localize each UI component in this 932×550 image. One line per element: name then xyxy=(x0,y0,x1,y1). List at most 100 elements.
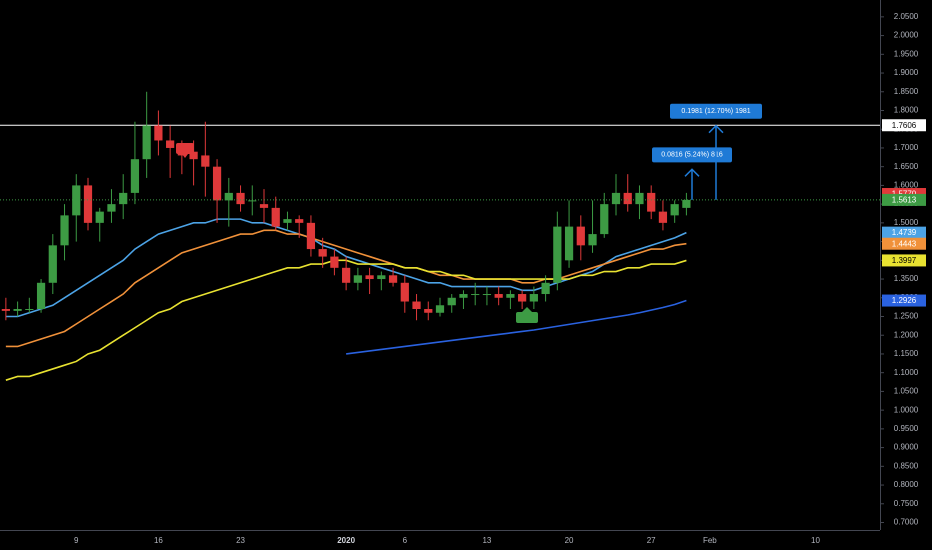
price-tag xyxy=(882,237,926,250)
x-tick-label: 27 xyxy=(647,536,656,545)
candle-body xyxy=(658,211,668,223)
measure-label: 0.1981 (12.70%) 1981 xyxy=(681,108,750,115)
y-tick-label: 0.9500 xyxy=(894,424,919,433)
y-tick-label: 1.5000 xyxy=(894,218,919,227)
x-tick-label: Feb xyxy=(703,536,717,545)
candle-body xyxy=(412,301,421,310)
measure-box xyxy=(652,147,732,163)
price-tag xyxy=(882,119,926,132)
y-tick-label: 0.8000 xyxy=(894,480,919,489)
candle-body xyxy=(83,185,93,223)
candle-body xyxy=(224,192,233,201)
candle-body xyxy=(670,204,679,216)
y-tick-label: 2.0500 xyxy=(894,12,919,21)
candle-body xyxy=(48,245,57,283)
x-tick-label: 6 xyxy=(403,536,408,545)
candle-body xyxy=(424,309,433,313)
y-tick-label: 1.3500 xyxy=(894,274,919,283)
y-tick-label: 1.9500 xyxy=(894,49,919,58)
candle-body xyxy=(283,219,292,223)
x-tick-label: 2020 xyxy=(337,536,355,545)
candle-body xyxy=(130,159,140,193)
candle-body xyxy=(95,211,104,223)
candle-body xyxy=(154,125,163,141)
candle-body xyxy=(447,297,456,306)
y-tick-label: 1.9000 xyxy=(894,68,919,77)
candle-body xyxy=(494,294,503,298)
candle-body xyxy=(72,185,81,216)
candle-body xyxy=(142,125,151,160)
candle-body xyxy=(107,204,116,212)
candle-body xyxy=(342,267,351,283)
y-tick-label: 1.1000 xyxy=(894,368,919,377)
candle-body xyxy=(435,305,445,313)
candle-body xyxy=(306,222,316,250)
candle-body xyxy=(482,294,492,296)
y-tick-label: 0.9000 xyxy=(894,443,919,452)
candle-body xyxy=(647,192,656,212)
price-tag-label: 1.2926 xyxy=(892,296,917,305)
price-tag xyxy=(882,226,926,239)
y-tick-label: 1.2000 xyxy=(894,330,919,339)
candle-body xyxy=(471,294,480,296)
candle-body xyxy=(611,192,621,205)
price-tag xyxy=(882,294,926,307)
measure-box xyxy=(670,103,762,119)
candle-body xyxy=(353,275,362,283)
y-tick-label: 1.1500 xyxy=(894,349,919,358)
candle-body xyxy=(400,282,409,302)
candle-body xyxy=(588,234,597,246)
candle-body xyxy=(459,294,468,298)
candle-body xyxy=(318,249,327,257)
y-tick-label: 1.8500 xyxy=(894,87,919,96)
buy-signal xyxy=(516,307,538,323)
candle-body xyxy=(60,215,69,246)
x-tick-label: 9 xyxy=(74,536,79,545)
candle-body xyxy=(212,166,222,201)
price-tag xyxy=(882,254,926,267)
price-tag-label: 1.7606 xyxy=(892,121,917,130)
candle-body xyxy=(541,282,550,295)
arrow-head xyxy=(708,124,724,134)
measure-label: 0.0816 (5.24%) 816 xyxy=(661,152,723,159)
candle-body xyxy=(365,275,374,280)
candle-body xyxy=(377,275,386,280)
x-tick-label: 20 xyxy=(565,536,574,545)
candle-body xyxy=(25,309,34,311)
candle-body xyxy=(271,207,280,227)
candle-body xyxy=(248,200,257,202)
y-tick-label: 1.0000 xyxy=(894,405,919,414)
price-tag-label: 1.5613 xyxy=(892,196,917,205)
y-tick-label: 0.8500 xyxy=(894,461,919,470)
candle-body xyxy=(529,294,538,302)
candle-body xyxy=(682,199,691,208)
y-tick-label: 1.0500 xyxy=(894,387,919,396)
candle-body xyxy=(600,204,609,235)
candle-body xyxy=(564,226,574,261)
candle-body xyxy=(36,282,46,310)
candle-body xyxy=(553,226,562,283)
x-tick-label: 13 xyxy=(482,536,491,545)
candle-body xyxy=(518,294,527,302)
candle-body xyxy=(259,204,269,208)
price-tag-label: 1.3997 xyxy=(892,256,917,265)
candle-body xyxy=(166,140,175,148)
y-tick-label: 1.6500 xyxy=(894,162,919,171)
price-tag xyxy=(882,193,926,206)
moving-average xyxy=(346,299,687,355)
candle-body xyxy=(635,192,644,205)
y-tick-label: 2.0000 xyxy=(894,31,919,40)
x-tick-label: 10 xyxy=(811,536,820,545)
candle-body xyxy=(576,226,585,246)
x-tick-label: 16 xyxy=(154,536,163,545)
y-tick-label: 1.8000 xyxy=(894,106,919,115)
price-tag-label: 1.4739 xyxy=(892,228,917,237)
y-tick-label: 1.2500 xyxy=(894,312,919,321)
candle-body xyxy=(189,151,198,160)
arrow-head xyxy=(684,168,700,177)
candle-body xyxy=(201,155,210,167)
candle-body xyxy=(330,256,339,268)
x-tick-label: 23 xyxy=(236,536,245,545)
